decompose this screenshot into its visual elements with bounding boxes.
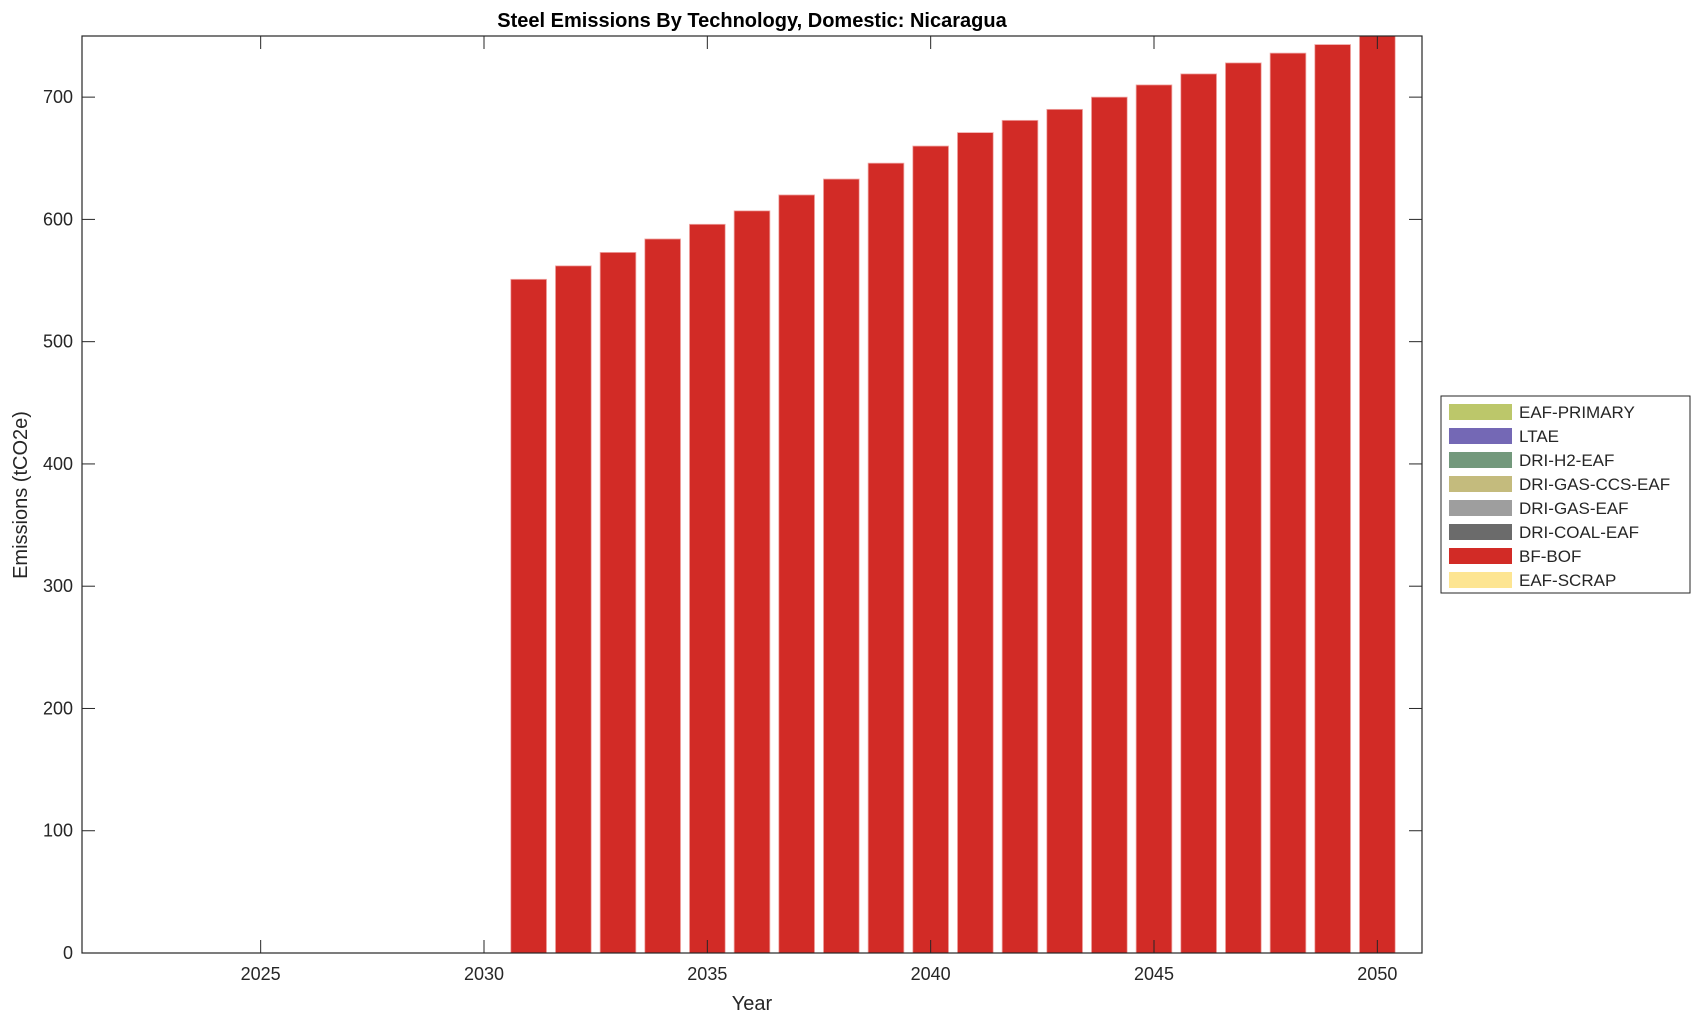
legend-label: DRI-COAL-EAF xyxy=(1519,523,1639,542)
bar-bf-bof-2049 xyxy=(1314,44,1351,953)
bar-bf-bof-2035 xyxy=(689,223,726,953)
legend-label: DRI-GAS-EAF xyxy=(1519,499,1629,518)
x-tick-label: 2040 xyxy=(911,964,951,984)
legend-swatch xyxy=(1449,476,1512,492)
legend-label: LTAE xyxy=(1519,427,1559,446)
y-axis: 0 100 200 300 400 500 600 700 xyxy=(43,87,1422,963)
legend-label: EAF-PRIMARY xyxy=(1519,403,1635,422)
legend-label: EAF-SCRAP xyxy=(1519,571,1616,590)
legend: EAF-PRIMARY LTAE DRI-H2-EAF DRI-GAS-CCS-EAF… xyxy=(1440,395,1691,594)
bar-bf-bof-2033 xyxy=(599,252,637,953)
bar-bf-bof-2044 xyxy=(1091,96,1128,953)
legend-swatch xyxy=(1449,524,1512,540)
y-axis-label: Emissions (tCO2e) xyxy=(10,411,32,579)
legend-swatch xyxy=(1449,404,1512,420)
legend-swatch xyxy=(1449,572,1512,588)
bar-bf-bof-2047 xyxy=(1225,62,1262,953)
bar-bf-bof-2050 xyxy=(1359,36,1396,953)
legend-label: BF-BOF xyxy=(1519,547,1581,566)
legend-swatch xyxy=(1449,548,1512,564)
y-tick-label: 500 xyxy=(43,332,73,352)
y-tick-label: 0 xyxy=(63,943,73,963)
legend-swatch xyxy=(1449,452,1512,468)
x-axis-label: Year xyxy=(732,993,773,1015)
bar-bf-bof-2046 xyxy=(1180,73,1217,953)
x-tick-label: 2030 xyxy=(464,964,504,984)
x-axis: 2025 2030 2035 2040 2045 2050 xyxy=(241,36,1397,984)
chart-title: Steel Emissions By Technology, Domestic:… xyxy=(497,10,1007,32)
plot-frame xyxy=(81,35,1423,954)
y-tick-label: 100 xyxy=(43,821,73,841)
x-tick-label: 2050 xyxy=(1357,964,1397,984)
bar-bf-bof-2048 xyxy=(1269,52,1307,953)
x-tick-label: 2025 xyxy=(241,964,281,984)
bar-bf-bof-2032 xyxy=(555,265,592,953)
bar-bf-bof-2034 xyxy=(644,238,681,953)
y-tick-label: 700 xyxy=(43,87,73,107)
bar-bf-bof-2045 xyxy=(1135,84,1173,953)
legend-label: DRI-H2-EAF xyxy=(1519,451,1614,470)
bar-bf-bof-2040 xyxy=(912,145,949,953)
y-tick-label: 400 xyxy=(43,454,73,474)
bar-bf-bof-2043 xyxy=(1046,108,1083,953)
bar-bf-bof-2042 xyxy=(1001,119,1039,953)
x-tick-label: 2035 xyxy=(687,964,727,984)
y-tick-label: 300 xyxy=(43,576,73,596)
bar-bf-bof-2041 xyxy=(957,132,994,953)
legend-label: DRI-GAS-CCS-EAF xyxy=(1519,475,1670,494)
bar-bf-bof-2036 xyxy=(733,210,771,953)
bar-bf-bof-2037 xyxy=(778,194,815,953)
bar-bf-bof-2038 xyxy=(823,178,860,953)
bars-group xyxy=(510,36,1396,953)
bar-bf-bof-2039 xyxy=(867,162,905,953)
bar-bf-bof-2031 xyxy=(510,278,547,953)
x-tick-label: 2045 xyxy=(1134,964,1174,984)
legend-swatch xyxy=(1449,500,1512,516)
y-tick-label: 200 xyxy=(43,698,73,718)
y-tick-label: 600 xyxy=(43,209,73,229)
legend-swatch xyxy=(1449,428,1512,444)
